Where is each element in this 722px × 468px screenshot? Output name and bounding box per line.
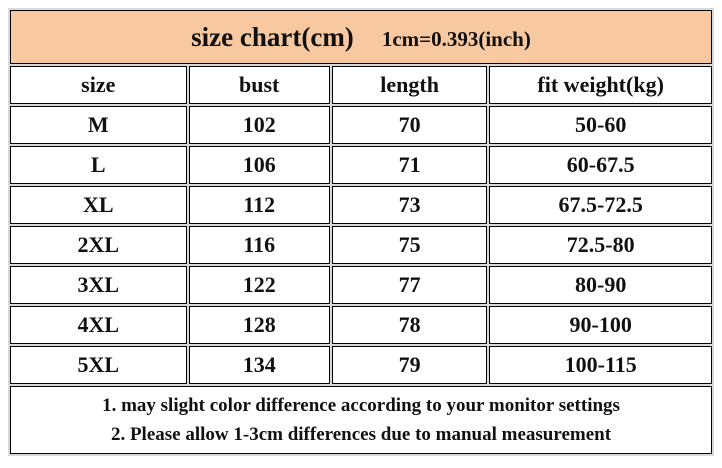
table-cell: 77 [331,266,488,304]
table-cell: 106 [188,146,330,184]
unit-note: 1cm=0.393(inch) [381,26,531,51]
table-cell: 112 [188,186,330,224]
title-row: size chart(cm) 1cm=0.393(inch) [10,10,712,64]
table-cell: 50-60 [489,106,712,144]
table-cell: 67.5-72.5 [489,186,712,224]
table-cell: 100-115 [489,346,712,384]
table-row: 3XL 122 77 80-90 [10,266,712,304]
header-cell: size [10,66,187,104]
table-cell: 73 [331,186,488,224]
table-cell: 79 [331,346,488,384]
table-row: XL 112 73 67.5-72.5 [10,186,712,224]
table-row: 2XL 116 75 72.5-80 [10,226,712,264]
table-cell: 60-67.5 [489,146,712,184]
header-cell: fit weight(kg) [489,66,712,104]
header-cell: bust [188,66,330,104]
title-cell: size chart(cm) 1cm=0.393(inch) [10,10,712,64]
table-cell: 80-90 [489,266,712,304]
table-row: L 106 71 60-67.5 [10,146,712,184]
table-cell: 102 [188,106,330,144]
table-cell: 78 [331,306,488,344]
header-cell: length [331,66,488,104]
table-cell: 4XL [10,306,187,344]
table-cell: 2XL [10,226,187,264]
table-cell: 134 [188,346,330,384]
notes-cell: 1. may slight color difference according… [10,386,712,454]
table-cell: 75 [331,226,488,264]
note: 1. may slight color difference according… [102,395,620,416]
table-cell: XL [10,186,187,224]
table-cell: M [10,106,187,144]
header-row: size bust length fit weight(kg) [10,66,712,104]
table-cell: 71 [331,146,488,184]
table-cell: 90-100 [489,306,712,344]
table-cell: 70 [331,106,488,144]
table-row: M 102 70 50-60 [10,106,712,144]
table-cell: 5XL [10,346,187,384]
table-row: 4XL 128 78 90-100 [10,306,712,344]
table-cell: 116 [188,226,330,264]
title: size chart(cm) [191,21,354,52]
table-row: 5XL 134 79 100-115 [10,346,712,384]
notes-row: 1. may slight color difference according… [10,386,712,454]
size-table: size chart(cm) 1cm=0.393(inch) size bust le… [8,8,714,456]
table-cell: 72.5-80 [489,226,712,264]
note: 2. Please allow 1-3cm differences due to… [110,424,612,445]
table-cell: 128 [188,306,330,344]
table-cell: 3XL [10,266,187,304]
table-cell: 122 [188,266,330,304]
table-cell: L [10,146,187,184]
